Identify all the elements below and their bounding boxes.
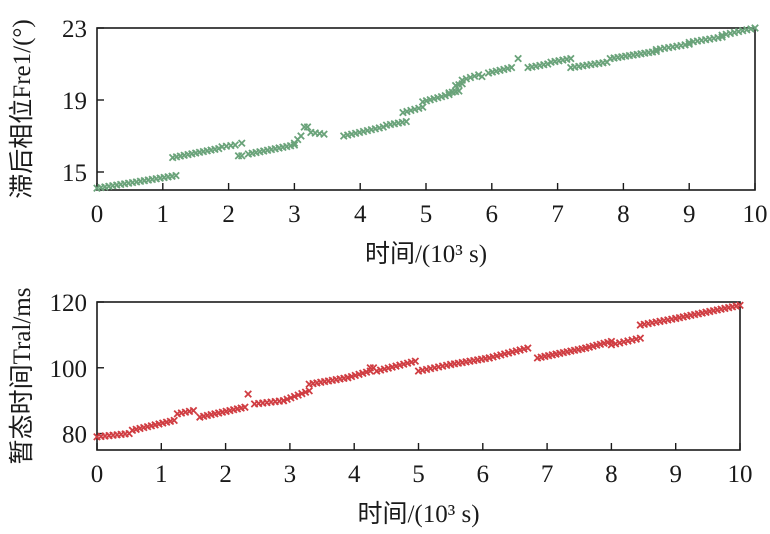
data-point xyxy=(652,47,661,56)
y-tick-label: 80 xyxy=(62,422,87,449)
x-tick-label: 5 xyxy=(420,201,433,228)
x-tick-label: 1 xyxy=(157,201,170,228)
x-tick-label: 7 xyxy=(541,461,554,488)
x-tick-label: 0 xyxy=(91,461,104,488)
x-tick-label: 3 xyxy=(288,201,301,228)
x-tick-label: 1 xyxy=(155,461,168,488)
data-point xyxy=(241,403,249,412)
data-point xyxy=(402,117,411,126)
x-tick-label: 3 xyxy=(284,461,297,488)
x-axis-title: 时间/(10³ s) xyxy=(357,500,479,528)
x-tick-label: 8 xyxy=(605,461,618,488)
data-point xyxy=(320,130,328,139)
x-tick-label: 0 xyxy=(91,201,104,228)
transient-time-chart: 0 1 2 3 4 5 6 7 8 9 10 80 100 120 时间/(10³ s) 暂态时间Tral/m… xyxy=(8,288,753,528)
data-point xyxy=(507,63,516,72)
x-tick-label: 9 xyxy=(683,201,696,228)
y-axis-title: 滞后相位Fre1/(°) xyxy=(8,19,36,198)
data-point xyxy=(303,123,312,131)
y-tick-label: 100 xyxy=(50,356,88,383)
x-tick-label: 4 xyxy=(348,461,361,488)
data-point xyxy=(189,406,198,415)
x-axis-title: 时间/(10³ s) xyxy=(365,240,487,268)
x-tick-label: 5 xyxy=(412,461,425,488)
y-tick-label: 120 xyxy=(50,290,88,317)
y-tick-label: 19 xyxy=(62,88,87,115)
data-point xyxy=(718,33,726,41)
data-point xyxy=(455,87,463,95)
data-point xyxy=(290,141,299,149)
data-point xyxy=(170,416,178,425)
x-tick-label: 10 xyxy=(728,461,753,488)
x-tick-label: 9 xyxy=(669,461,682,488)
x-tick-label: 2 xyxy=(222,201,235,228)
x-tick-label: 10 xyxy=(743,201,768,228)
data-point xyxy=(636,334,645,343)
x-tick-label: 6 xyxy=(477,461,490,488)
x-tick-label: 2 xyxy=(219,461,232,488)
data-point xyxy=(237,139,246,148)
x-tick-label: 6 xyxy=(486,201,499,228)
data-point xyxy=(244,390,252,398)
x-tick-label: 4 xyxy=(354,201,367,228)
data-point xyxy=(751,24,759,32)
data-point xyxy=(566,54,575,63)
data-point xyxy=(523,344,532,352)
y-axis-title: 暂态时间Tral/ms xyxy=(8,288,36,465)
data-point xyxy=(237,151,246,160)
data-point xyxy=(478,72,486,81)
data-point xyxy=(305,386,314,395)
data-point xyxy=(231,141,240,149)
data-point xyxy=(514,54,522,63)
x-tick-label: 8 xyxy=(617,201,630,228)
data-point xyxy=(411,357,420,366)
y-tick-label: 23 xyxy=(62,16,87,43)
x-tick-label: 7 xyxy=(551,201,564,228)
y-tick-label: 15 xyxy=(62,160,87,187)
data-point xyxy=(685,40,694,49)
data-point xyxy=(172,171,180,180)
data-point xyxy=(736,301,744,310)
data-point xyxy=(297,132,305,140)
